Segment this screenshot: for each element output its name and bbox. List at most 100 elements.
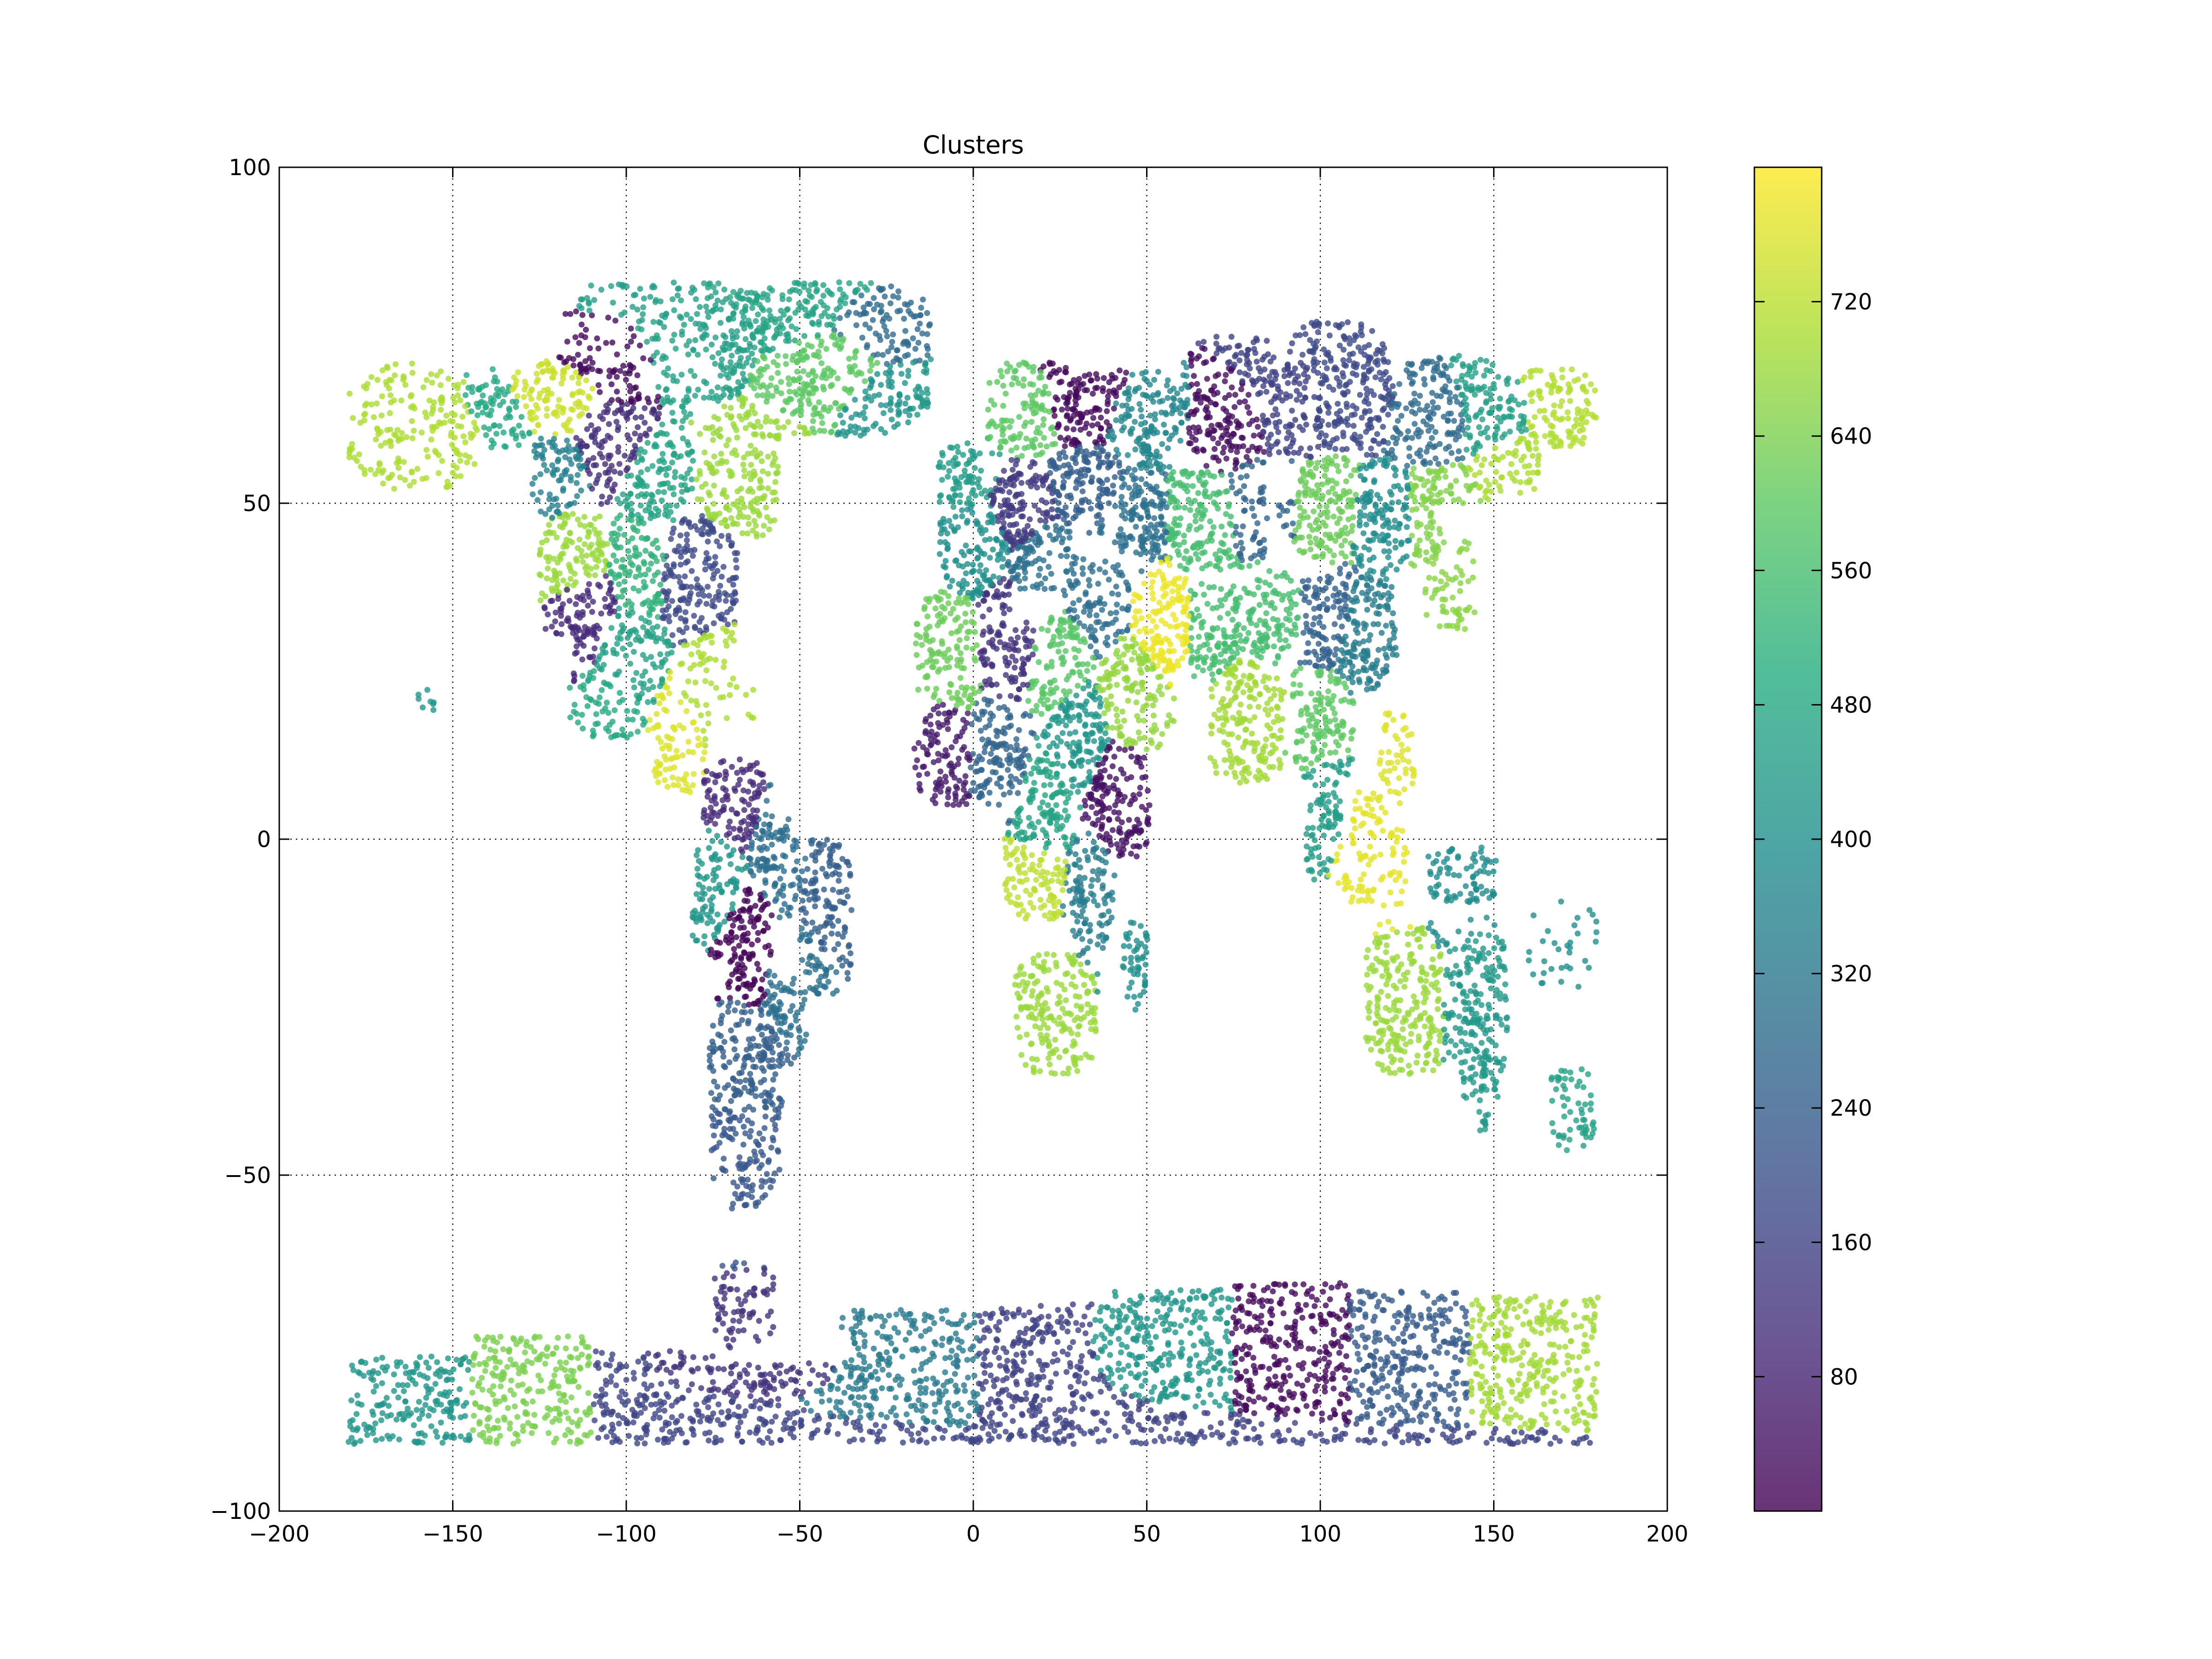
data-point (1094, 513, 1100, 519)
data-point (1015, 491, 1021, 498)
data-point (681, 546, 688, 552)
data-point (727, 878, 734, 884)
data-point (747, 985, 753, 992)
data-point (585, 602, 591, 609)
data-point (1008, 447, 1015, 454)
data-point (1072, 397, 1079, 404)
data-point (471, 419, 477, 426)
data-point (735, 834, 741, 841)
data-point (846, 280, 853, 286)
data-point (626, 554, 633, 561)
data-point (1147, 452, 1153, 458)
data-point (462, 392, 469, 398)
data-point (960, 563, 966, 570)
data-point (776, 324, 782, 330)
data-point (565, 448, 572, 455)
data-point (609, 339, 616, 346)
data-point (633, 574, 639, 580)
data-point (645, 699, 651, 705)
data-point (625, 516, 632, 523)
data-point (700, 756, 706, 763)
data-point (1134, 438, 1140, 445)
data-point (727, 1126, 733, 1132)
data-point (664, 590, 671, 597)
data-point (387, 392, 394, 399)
data-point (700, 525, 706, 532)
data-point (1031, 410, 1037, 417)
data-point (617, 470, 624, 477)
data-point (550, 529, 557, 536)
data-point (710, 284, 717, 290)
data-point (612, 575, 618, 581)
data-point (669, 337, 676, 344)
data-point (641, 559, 647, 565)
data-point (682, 475, 688, 482)
data-point (752, 790, 758, 796)
data-point (679, 660, 685, 667)
data-point (753, 824, 759, 830)
data-point (759, 1183, 765, 1190)
data-point (729, 906, 735, 912)
data-point (595, 656, 602, 663)
data-point (650, 697, 657, 703)
data-point (683, 625, 690, 631)
data-point (513, 404, 519, 410)
data-point (771, 489, 778, 495)
data-point (694, 891, 700, 897)
data-point (858, 432, 864, 439)
data-point (724, 412, 730, 418)
data-point (551, 567, 557, 574)
data-point (966, 548, 972, 554)
data-point (1006, 512, 1012, 519)
data-point (394, 460, 400, 466)
data-point (539, 451, 545, 458)
data-point (703, 624, 709, 630)
data-point (602, 596, 608, 602)
data-point (770, 346, 776, 352)
data-point (730, 637, 737, 644)
data-point (574, 472, 581, 478)
data-point (1129, 371, 1135, 378)
data-point (1032, 436, 1038, 442)
data-point (599, 687, 605, 693)
data-point (682, 693, 689, 700)
data-point (1045, 564, 1052, 570)
data-point (555, 403, 561, 410)
data-point (742, 1077, 749, 1083)
data-point (734, 328, 741, 335)
data-point (742, 865, 749, 871)
data-point (735, 1021, 742, 1028)
data-point (756, 1130, 763, 1136)
data-point (878, 402, 884, 408)
data-point (459, 413, 465, 420)
data-point (1033, 429, 1040, 435)
data-point (542, 626, 549, 632)
data-point (741, 950, 748, 956)
data-point (718, 533, 725, 539)
data-point (1159, 441, 1165, 447)
data-point (735, 915, 741, 922)
data-point (570, 356, 577, 362)
data-point (788, 882, 794, 889)
data-point (506, 406, 512, 412)
data-point (734, 521, 741, 527)
data-point (711, 603, 718, 610)
data-point (544, 412, 550, 419)
data-point (723, 793, 729, 800)
data-point (902, 400, 909, 407)
data-point (724, 365, 730, 371)
data-point (588, 565, 594, 572)
data-point (831, 423, 837, 429)
data-point (605, 406, 611, 413)
data-point (796, 1035, 803, 1041)
data-point (627, 490, 634, 497)
data-point (798, 1044, 805, 1051)
data-point (735, 1000, 741, 1006)
data-point (418, 429, 425, 435)
data-point (753, 318, 759, 324)
data-point (710, 437, 716, 443)
data-point (772, 479, 779, 485)
data-point (571, 582, 577, 588)
data-point (603, 725, 609, 732)
data-point (566, 456, 573, 463)
